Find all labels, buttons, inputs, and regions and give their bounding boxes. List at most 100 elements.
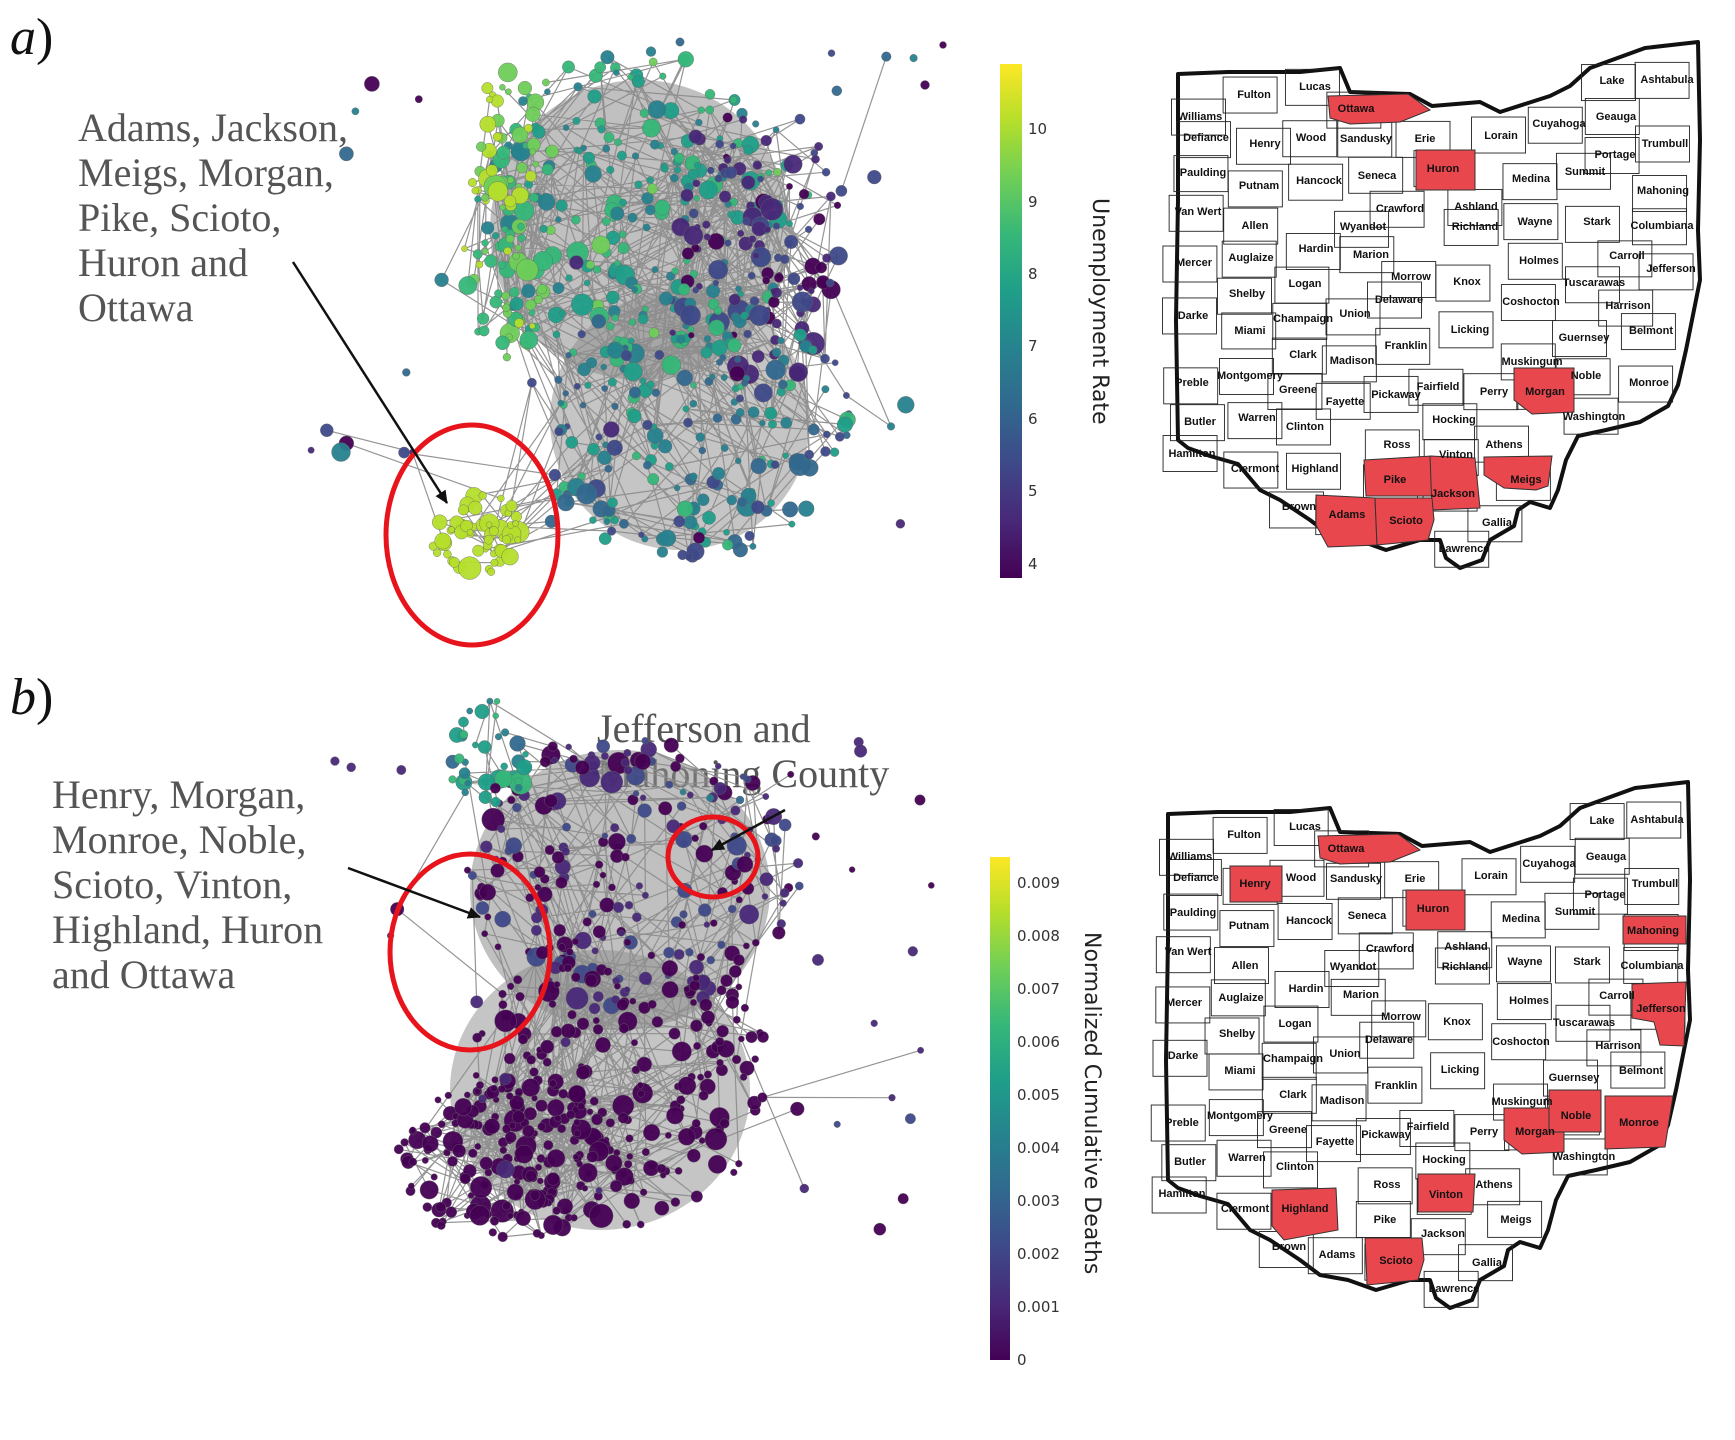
network-node bbox=[554, 956, 566, 968]
network-node bbox=[726, 835, 747, 856]
network-node bbox=[542, 1184, 558, 1200]
network-node bbox=[526, 947, 546, 967]
network-node bbox=[677, 1076, 697, 1095]
county-label-darke: Darke bbox=[1168, 1050, 1199, 1062]
network-node bbox=[733, 138, 743, 148]
network-node bbox=[451, 1142, 463, 1154]
network-node bbox=[717, 815, 727, 825]
network-node bbox=[738, 236, 753, 251]
network-node bbox=[746, 826, 754, 834]
network-node bbox=[463, 1091, 471, 1099]
county-label-lawrence: Lawrence bbox=[1429, 1283, 1480, 1295]
network-node bbox=[584, 381, 592, 389]
network-node bbox=[730, 210, 745, 225]
network-node bbox=[737, 383, 744, 391]
network-node bbox=[452, 1144, 466, 1158]
county-label-noble: Noble bbox=[1561, 1110, 1592, 1122]
network-node bbox=[637, 803, 652, 818]
network-node bbox=[734, 355, 742, 363]
network-node bbox=[820, 353, 830, 364]
network-node bbox=[489, 295, 503, 309]
network-node bbox=[445, 1206, 457, 1218]
network-node bbox=[651, 1016, 664, 1028]
network-node bbox=[556, 1198, 574, 1215]
network-node bbox=[749, 1105, 761, 1116]
network-node bbox=[568, 348, 578, 357]
county-label-miami: Miami bbox=[1234, 325, 1265, 337]
network-node bbox=[772, 222, 781, 230]
network-node bbox=[835, 431, 845, 442]
network-node bbox=[773, 168, 782, 177]
network-node bbox=[448, 526, 456, 533]
network-node bbox=[766, 210, 776, 220]
network-node bbox=[541, 745, 561, 765]
network-node bbox=[746, 201, 755, 211]
network-node bbox=[620, 349, 633, 362]
network-node bbox=[907, 946, 918, 957]
county-label-scioto: Scioto bbox=[1389, 515, 1423, 527]
network-node bbox=[591, 947, 599, 955]
network-node bbox=[508, 311, 524, 327]
network-node bbox=[657, 142, 664, 150]
network-node bbox=[680, 304, 701, 326]
network-node bbox=[552, 330, 561, 339]
network-node bbox=[396, 765, 407, 775]
network-node bbox=[549, 1079, 557, 1088]
network-node bbox=[724, 166, 738, 179]
network-node bbox=[537, 1177, 544, 1185]
network-node bbox=[663, 946, 675, 959]
network-node bbox=[843, 392, 850, 399]
network-node bbox=[592, 265, 602, 274]
network-node bbox=[648, 327, 660, 339]
network-edges bbox=[326, 56, 892, 564]
network-node bbox=[447, 1156, 458, 1167]
network-node bbox=[765, 169, 773, 177]
network-node bbox=[580, 144, 587, 152]
network-node bbox=[524, 192, 531, 199]
network-node bbox=[821, 280, 841, 300]
network-node bbox=[637, 1089, 645, 1098]
network-node bbox=[617, 150, 627, 161]
network-node bbox=[606, 322, 615, 331]
network-node bbox=[487, 567, 496, 576]
network-node bbox=[621, 852, 630, 862]
network-node bbox=[537, 1196, 549, 1208]
county-label-athens: Athens bbox=[1485, 439, 1522, 451]
network-node bbox=[665, 1132, 672, 1139]
network-node bbox=[692, 974, 700, 982]
network-node bbox=[610, 849, 624, 863]
county-label-brown: Brown bbox=[1272, 1241, 1307, 1253]
network-node bbox=[664, 360, 671, 367]
network-node bbox=[481, 930, 489, 938]
network-node bbox=[438, 1217, 447, 1226]
network-node bbox=[717, 887, 728, 898]
network-node bbox=[822, 253, 832, 263]
network-node bbox=[638, 971, 653, 985]
network-node bbox=[776, 387, 786, 397]
network-node bbox=[529, 870, 538, 879]
network-node bbox=[531, 925, 542, 936]
network-node bbox=[708, 259, 728, 280]
county-label-trumbull: Trumbull bbox=[1642, 138, 1688, 150]
network-node bbox=[494, 1009, 517, 1033]
county-label-greene: Greene bbox=[1269, 1124, 1307, 1136]
network-node bbox=[504, 229, 515, 240]
colorbar-tick-label: 7 bbox=[1028, 337, 1038, 356]
network-node bbox=[530, 122, 541, 133]
network-node bbox=[562, 124, 570, 131]
network-node bbox=[624, 343, 645, 364]
network-node bbox=[646, 427, 664, 445]
network-node bbox=[718, 163, 729, 174]
network-node bbox=[603, 997, 621, 1015]
network-node bbox=[730, 865, 739, 873]
network-node bbox=[735, 394, 744, 403]
network-node bbox=[483, 534, 494, 545]
network-node bbox=[611, 995, 621, 1005]
network-node bbox=[508, 252, 528, 272]
network-node bbox=[897, 396, 915, 414]
network-node bbox=[748, 235, 757, 243]
network-node bbox=[505, 837, 523, 854]
network-node bbox=[724, 200, 732, 208]
network-node bbox=[917, 1046, 924, 1054]
colorbar-tick-label: 0.002 bbox=[1017, 1245, 1060, 1264]
